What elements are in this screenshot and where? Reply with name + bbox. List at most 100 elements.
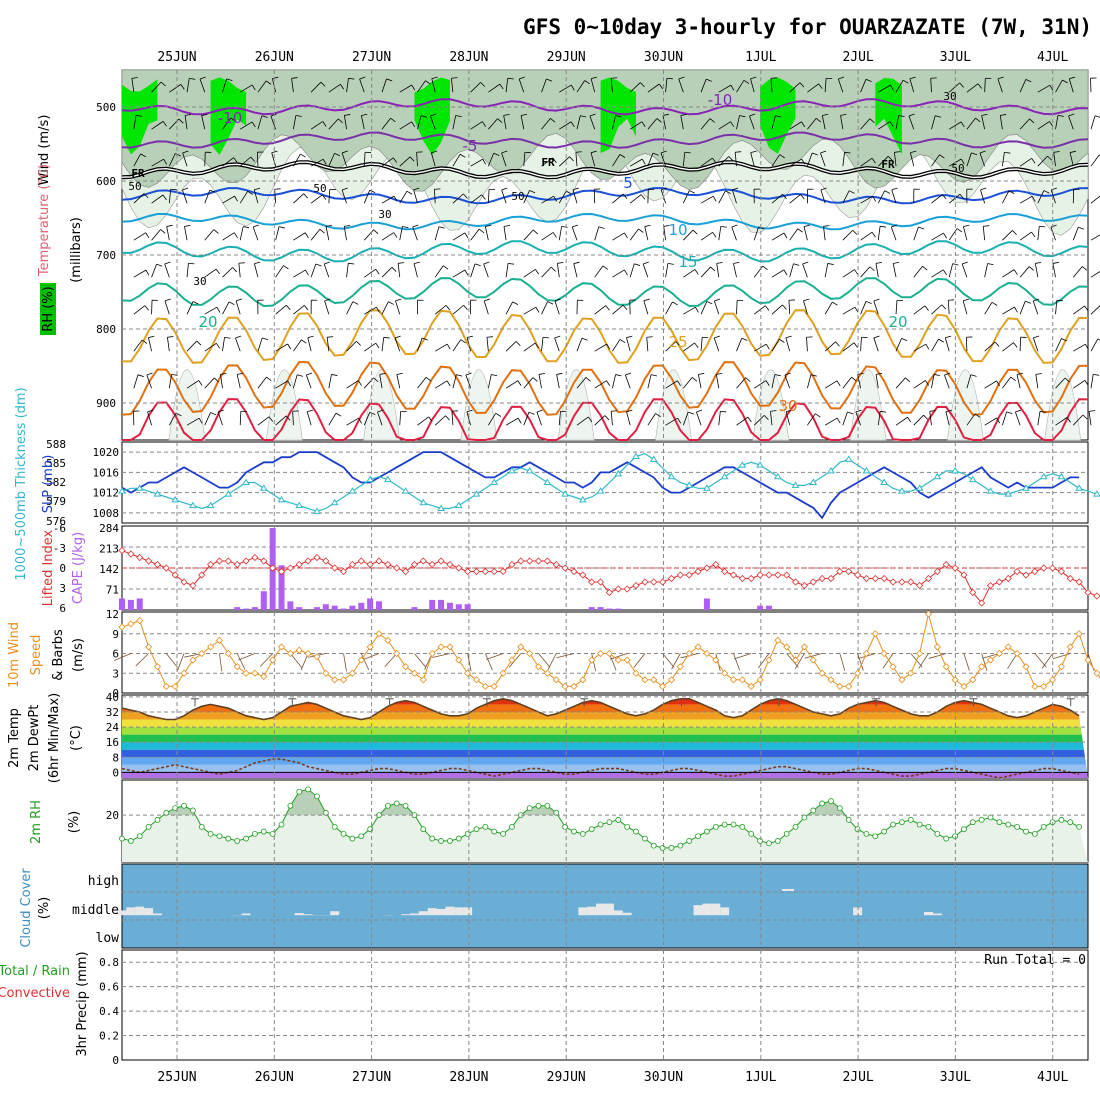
- thickness-marker: [153, 490, 162, 497]
- wind-barb-flag: [815, 117, 822, 123]
- wind-barb: [999, 115, 1003, 130]
- wind-barb-flag: [712, 157, 717, 164]
- thickness-marker: [490, 478, 499, 485]
- wind-barb-flag: [166, 224, 173, 227]
- wind-barb: [381, 301, 389, 315]
- wind-barb: [736, 80, 745, 93]
- wind-barb-flag: [580, 115, 587, 118]
- wind-barb: [913, 380, 926, 389]
- thickness-marker: [419, 498, 428, 506]
- wind-barb: [1090, 154, 1100, 167]
- wind-barb: [736, 300, 738, 315]
- bottom-date-label: 2JUL: [842, 1070, 873, 1085]
- wind-barb: [576, 377, 587, 389]
- wind-barb-flag: [655, 413, 661, 418]
- wind-barb-flag: [1039, 410, 1046, 413]
- isotherm-label: -10: [218, 109, 243, 127]
- surface-wind-barb: [259, 653, 273, 667]
- cape-bar: [251, 607, 258, 610]
- wind-barb: [909, 78, 915, 93]
- wind-barb: [908, 115, 915, 130]
- wind-barb-flag: [730, 84, 735, 91]
- li-marker: [455, 564, 463, 572]
- thickness-marker: [1004, 490, 1013, 497]
- wind-barb: [417, 416, 429, 426]
- wind-speed-marker: [118, 623, 126, 631]
- wind-barb-flag: [782, 193, 787, 200]
- li-marker: [1048, 564, 1057, 572]
- wind-barb: [629, 121, 643, 130]
- wind-barb: [257, 337, 263, 352]
- rh-marker: [677, 842, 684, 849]
- wind-barb-flag: [587, 416, 593, 423]
- wind-barb-flag: [1057, 115, 1064, 117]
- temp-band: [122, 719, 1088, 728]
- wind-barb-flag: [855, 409, 862, 413]
- cloud-bar: [693, 905, 703, 916]
- wind-barb-flag: [307, 409, 314, 413]
- wind-barb-flag: [925, 343, 930, 350]
- wind-barb: [1019, 337, 1022, 352]
- wind-barb: [1088, 411, 1092, 426]
- wind-barb: [148, 337, 152, 352]
- rh-marker: [296, 788, 303, 795]
- wind-barb-flag: [694, 269, 699, 275]
- cape-bar: [243, 608, 250, 610]
- wind-barb-flag: [994, 341, 1000, 347]
- wind-barb: [346, 78, 349, 93]
- wind-barb: [360, 115, 365, 130]
- wind-barb: [470, 121, 483, 130]
- wind-barb: [416, 152, 418, 167]
- rh-plume: [849, 369, 887, 441]
- wind-barb: [256, 152, 259, 167]
- wind-barb: [204, 190, 211, 204]
- wind-barb-flag: [467, 335, 474, 339]
- li-marker: [818, 574, 826, 583]
- wind-barb: [363, 152, 366, 167]
- thickness-marker: [242, 478, 250, 485]
- wind-barb: [629, 82, 641, 93]
- wind-barb: [523, 190, 530, 204]
- wind-barb-flag: [774, 374, 781, 377]
- rh-marker: [757, 838, 763, 844]
- wind-barb: [452, 115, 457, 130]
- li-marker: [774, 571, 782, 579]
- rh-marker: [845, 816, 852, 823]
- wind-barb-flag: [442, 265, 449, 270]
- wind-speed-label: Speed: [29, 635, 44, 676]
- wind-barb-flag: [991, 301, 998, 306]
- rh-marker: [252, 830, 258, 837]
- wind-barb-flag: [386, 78, 393, 82]
- wind-barb-flag: [499, 83, 504, 90]
- surface-wind-barb: [360, 653, 370, 671]
- wind-barb-flag: [709, 118, 715, 123]
- rh-marker: [482, 823, 489, 830]
- thickness-marker: [1022, 484, 1030, 491]
- thickness-marker: [844, 455, 853, 462]
- wind-barb-flag: [283, 265, 289, 270]
- wind-barb-flag: [160, 229, 166, 234]
- wind-barb: [253, 189, 259, 204]
- rh-band-moist: [210, 77, 247, 155]
- wind-barb: [1001, 411, 1007, 426]
- rh-marker: [145, 823, 152, 830]
- wind-barb: [803, 300, 808, 315]
- wind-speed-marker: [526, 649, 534, 658]
- thickness-tick: 588: [46, 438, 66, 451]
- wind-speed-marker: [313, 653, 321, 661]
- wind-barb-flag: [644, 224, 651, 227]
- surface-wind-barb: [609, 653, 628, 660]
- wind-barb-flag: [215, 268, 220, 275]
- cape-bar: [340, 608, 347, 610]
- wind-barb-flag: [395, 298, 402, 302]
- wind-barb-flag: [851, 376, 857, 382]
- rh-marker: [916, 821, 923, 828]
- rh-marker: [1014, 823, 1021, 830]
- wind-barb: [612, 232, 625, 241]
- wind-barb: [470, 194, 483, 204]
- wind-speed-marker: [464, 669, 472, 677]
- wind-speed-marker: [659, 682, 667, 690]
- wind-barb-flag: [373, 229, 379, 234]
